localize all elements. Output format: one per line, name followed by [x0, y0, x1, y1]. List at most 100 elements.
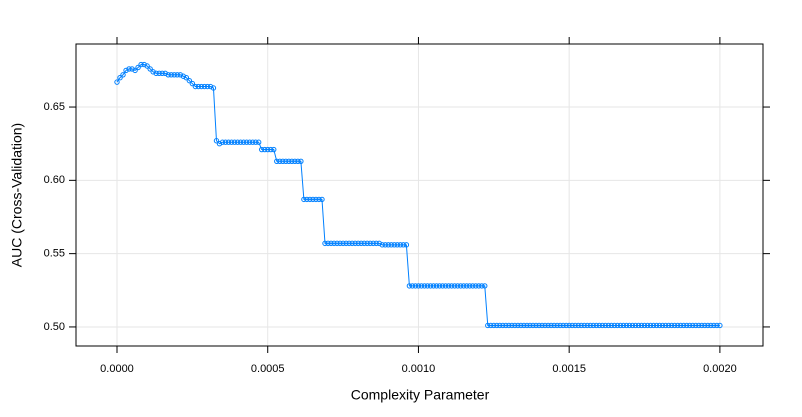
- point: [711, 322, 717, 329]
- point: [409, 283, 416, 289]
- point: [509, 322, 515, 329]
- point: [681, 322, 687, 329]
- point: [331, 240, 337, 247]
- point: [322, 240, 328, 247]
- point: [373, 240, 379, 247]
- point: [180, 73, 187, 79]
- point: [476, 283, 482, 289]
- point: [602, 322, 609, 329]
- point: [319, 196, 325, 203]
- point: [382, 242, 388, 248]
- point: [258, 146, 265, 153]
- point: [358, 240, 364, 247]
- point: [678, 322, 684, 329]
- point: [367, 240, 373, 247]
- point: [231, 139, 238, 145]
- point: [554, 322, 560, 329]
- point: [165, 72, 171, 78]
- point: [301, 196, 307, 203]
- point: [647, 322, 654, 329]
- point: [289, 158, 295, 164]
- point: [644, 322, 651, 329]
- x-tick-label: 0.0010: [402, 363, 436, 375]
- point: [632, 322, 639, 329]
- point: [696, 322, 702, 329]
- point: [551, 322, 557, 329]
- point: [581, 322, 587, 329]
- point: [198, 83, 205, 90]
- point: [391, 242, 398, 248]
- point: [527, 322, 533, 329]
- point: [590, 322, 596, 329]
- point: [213, 138, 220, 144]
- point: [316, 196, 322, 203]
- point: [277, 158, 283, 164]
- point: [421, 283, 428, 289]
- point: [135, 64, 141, 71]
- point: [451, 283, 458, 289]
- point: [439, 283, 446, 289]
- point: [174, 72, 180, 78]
- point: [334, 240, 340, 247]
- point: [521, 322, 527, 329]
- point: [617, 322, 624, 329]
- point: [355, 240, 361, 247]
- point: [171, 72, 177, 78]
- point: [168, 72, 174, 78]
- y-tick-label: 0.60: [44, 174, 65, 186]
- point: [485, 322, 491, 329]
- point: [605, 322, 612, 329]
- point: [406, 283, 413, 289]
- point: [611, 322, 618, 329]
- point: [674, 322, 681, 329]
- point: [228, 139, 235, 145]
- point: [295, 158, 301, 164]
- point: [234, 139, 241, 145]
- point: [687, 322, 693, 329]
- point: [693, 322, 699, 329]
- point: [274, 158, 280, 164]
- point: [448, 283, 455, 289]
- point: [370, 240, 376, 247]
- point: [280, 158, 286, 164]
- point: [310, 196, 316, 203]
- point: [659, 322, 666, 329]
- point: [328, 240, 334, 247]
- point: [144, 63, 150, 69]
- point: [162, 70, 168, 77]
- point: [192, 83, 199, 90]
- point: [271, 146, 277, 153]
- point: [466, 283, 473, 289]
- point: [494, 322, 500, 329]
- point: [557, 322, 563, 329]
- point: [560, 322, 566, 329]
- point: [533, 322, 539, 329]
- point: [662, 322, 669, 329]
- y-tick-label: 0.65: [44, 101, 65, 113]
- point: [497, 322, 503, 329]
- point: [690, 322, 696, 329]
- point: [307, 196, 313, 203]
- point: [183, 75, 190, 81]
- point: [403, 242, 410, 248]
- point: [708, 322, 714, 329]
- point: [150, 69, 156, 75]
- point: [337, 240, 343, 247]
- point: [385, 242, 392, 248]
- point: [147, 66, 153, 72]
- point: [415, 283, 422, 289]
- y-tick-label: 0.50: [44, 321, 65, 333]
- point: [500, 322, 506, 329]
- point: [397, 242, 404, 248]
- point: [714, 322, 720, 329]
- point: [638, 322, 645, 329]
- point: [117, 75, 123, 81]
- x-tick-label: 0.0020: [703, 363, 737, 375]
- point: [388, 242, 395, 248]
- point: [705, 322, 711, 329]
- point: [454, 283, 461, 289]
- point: [572, 322, 578, 329]
- point: [545, 322, 551, 329]
- point: [361, 240, 367, 247]
